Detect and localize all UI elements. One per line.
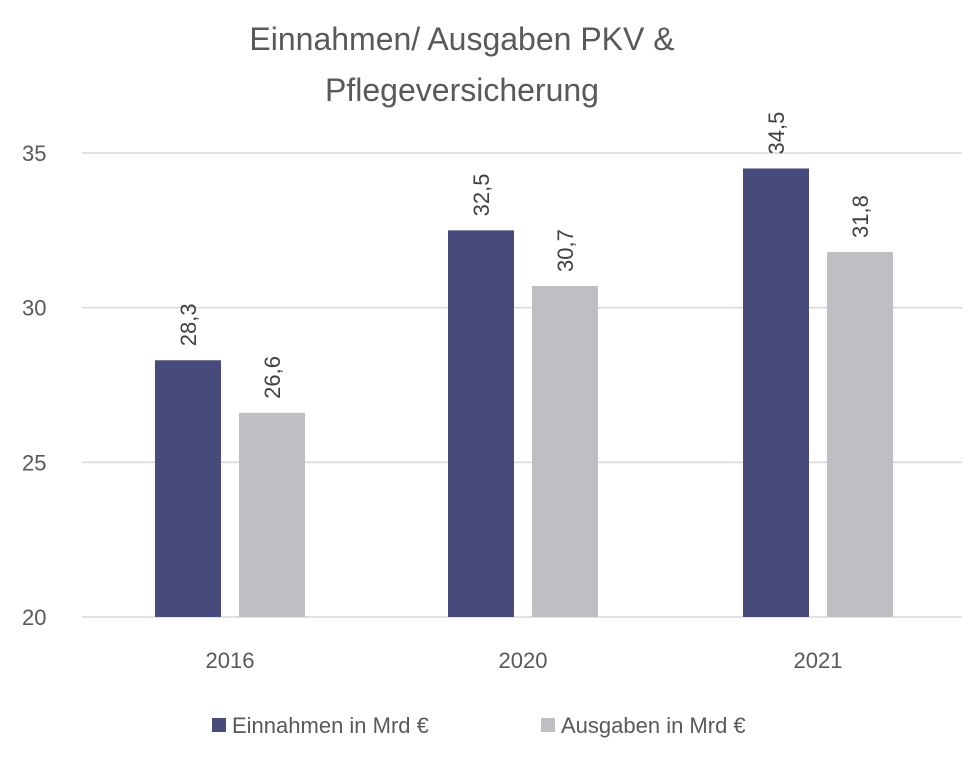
- bars: [155, 168, 893, 618]
- y-tick-label-30: 30: [22, 296, 46, 321]
- gridlines: [82, 152, 962, 618]
- y-tick-label-35: 35: [22, 141, 46, 166]
- legend-label-ausgaben: Ausgaben in Mrd €: [561, 713, 746, 738]
- bar-einnahmen-2016: [155, 360, 221, 617]
- bar-einnahmen-2021: [743, 168, 809, 617]
- legend: Einnahmen in Mrd € Ausgaben in Mrd €: [212, 713, 746, 738]
- legend-label-einnahmen: Einnahmen in Mrd €: [232, 713, 429, 738]
- chart-title-line-2: Pflegeversicherung: [325, 72, 599, 108]
- data-labels: 28,3 26,6 32,5 30,7 34,5 31,8: [176, 112, 873, 399]
- x-tick-label-2020: 2020: [499, 648, 548, 673]
- y-tick-label-20: 20: [22, 605, 46, 630]
- chart-title: Einnahmen/ Ausgaben PKV & Pflegeversiche…: [249, 21, 674, 108]
- data-label-ausgaben-2020: 30,7: [553, 229, 578, 272]
- bar-einnahmen-2020: [448, 230, 514, 618]
- data-label-ausgaben-2016: 26,6: [260, 356, 285, 399]
- data-label-ausgaben-2021: 31,8: [848, 195, 873, 238]
- x-tick-label-2016: 2016: [206, 648, 255, 673]
- data-label-einnahmen-2020: 32,5: [469, 174, 494, 217]
- bar-ausgaben-2021: [827, 251, 893, 617]
- data-label-einnahmen-2021: 34,5: [764, 112, 789, 155]
- y-axis-tick-labels: 20 25 30 35: [22, 141, 46, 630]
- x-tick-label-2021: 2021: [794, 648, 843, 673]
- y-tick-label-25: 25: [22, 450, 46, 475]
- legend-swatch-einnahmen: [212, 718, 226, 732]
- data-label-einnahmen-2016: 28,3: [176, 303, 201, 346]
- bar-ausgaben-2016: [239, 412, 305, 617]
- bar-ausgaben-2020: [532, 286, 598, 617]
- legend-swatch-ausgaben: [541, 718, 555, 732]
- x-axis-tick-labels: 2016 2020 2021: [206, 648, 843, 673]
- chart-title-line-1: Einnahmen/ Ausgaben PKV &: [249, 21, 674, 57]
